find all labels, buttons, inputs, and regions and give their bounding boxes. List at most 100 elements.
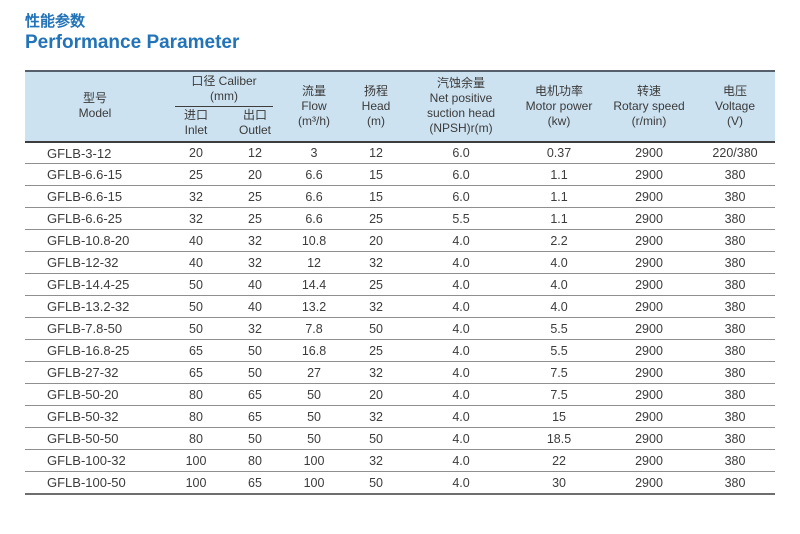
cell-npsh: 6.0 <box>407 185 516 209</box>
cell-motor-power: 7.5 <box>515 361 604 385</box>
cell-motor-power: 5.5 <box>515 317 604 341</box>
cell-voltage: 380 <box>695 361 776 385</box>
cell-flow: 27 <box>283 361 346 385</box>
col-header-caliber: 口径 Caliber (mm) <box>165 70 284 107</box>
cell-head: 50 <box>345 471 408 495</box>
table-row: GFLB-6.6-15 32 25 6.6 15 6.0 1.1 2900 38… <box>25 185 776 209</box>
cell-rotary-speed: 2900 <box>603 339 696 363</box>
cell-npsh: 4.0 <box>407 449 516 473</box>
cell-flow: 50 <box>283 405 346 429</box>
cell-flow: 6.6 <box>283 163 346 187</box>
table-row: GFLB-7.8-50 50 32 7.8 50 4.0 5.5 2900 38… <box>25 317 776 341</box>
cell-flow: 50 <box>283 427 346 451</box>
cell-inlet: 32 <box>165 207 227 231</box>
cell-outlet: 80 <box>227 449 284 473</box>
cell-rotary-speed: 2900 <box>603 405 696 429</box>
table-row: GFLB-14.4-25 50 40 14.4 25 4.0 4.0 2900 … <box>25 273 776 297</box>
col-header-model: 型号 Model <box>25 70 165 143</box>
cell-npsh: 4.0 <box>407 383 516 407</box>
table-header: 型号 Model 口径 Caliber (mm) 流量 Flow (m³/h) … <box>25 70 776 143</box>
cell-model: GFLB-10.8-20 <box>25 229 165 253</box>
cell-npsh: 4.0 <box>407 405 516 429</box>
cell-motor-power: 5.5 <box>515 339 604 363</box>
cell-outlet: 32 <box>227 317 284 341</box>
cell-inlet: 25 <box>165 163 227 187</box>
cell-rotary-speed: 2900 <box>603 207 696 231</box>
cell-inlet: 40 <box>165 251 227 275</box>
cell-model: GFLB-6.6-15 <box>25 163 165 187</box>
cell-inlet: 65 <box>165 339 227 363</box>
cell-rotary-speed: 2900 <box>603 295 696 319</box>
cell-rotary-speed: 2900 <box>603 229 696 253</box>
table-row: GFLB-3-12 20 12 3 12 6.0 0.37 2900 220/3… <box>25 141 776 165</box>
table-row: GFLB-16.8-25 65 50 16.8 25 4.0 5.5 2900 … <box>25 339 776 363</box>
table-row: GFLB-10.8-20 40 32 10.8 20 4.0 2.2 2900 … <box>25 229 776 253</box>
cell-motor-power: 0.37 <box>515 141 604 165</box>
cell-head: 32 <box>345 405 408 429</box>
cell-flow: 6.6 <box>283 185 346 209</box>
cell-voltage: 380 <box>695 163 776 187</box>
cell-inlet: 100 <box>165 449 227 473</box>
cell-rotary-speed: 2900 <box>603 361 696 385</box>
cell-outlet: 32 <box>227 229 284 253</box>
cell-motor-power: 1.1 <box>515 207 604 231</box>
table-row: GFLB-6.6-25 32 25 6.6 25 5.5 1.1 2900 38… <box>25 207 776 231</box>
cell-outlet: 32 <box>227 251 284 275</box>
cell-head: 25 <box>345 273 408 297</box>
cell-npsh: 5.5 <box>407 207 516 231</box>
cell-voltage: 380 <box>695 427 776 451</box>
cell-rotary-speed: 2900 <box>603 141 696 165</box>
cell-outlet: 65 <box>227 383 284 407</box>
col-header-flow: 流量 Flow (m³/h) <box>283 70 346 143</box>
cell-motor-power: 7.5 <box>515 383 604 407</box>
cell-voltage: 380 <box>695 185 776 209</box>
table-row: GFLB-100-50 100 65 100 50 4.0 30 2900 38… <box>25 471 776 495</box>
cell-motor-power: 22 <box>515 449 604 473</box>
cell-head: 50 <box>345 427 408 451</box>
cell-flow: 12 <box>283 251 346 275</box>
cell-outlet: 20 <box>227 163 284 187</box>
cell-voltage: 380 <box>695 229 776 253</box>
cell-motor-power: 18.5 <box>515 427 604 451</box>
cell-inlet: 100 <box>165 471 227 495</box>
cell-inlet: 50 <box>165 295 227 319</box>
cell-rotary-speed: 2900 <box>603 317 696 341</box>
cell-motor-power: 4.0 <box>515 251 604 275</box>
cell-rotary-speed: 2900 <box>603 163 696 187</box>
cell-motor-power: 1.1 <box>515 163 604 187</box>
cell-voltage: 380 <box>695 273 776 297</box>
cell-motor-power: 4.0 <box>515 295 604 319</box>
cell-voltage: 380 <box>695 317 776 341</box>
cell-voltage: 380 <box>695 251 776 275</box>
cell-flow: 100 <box>283 471 346 495</box>
table-row: GFLB-50-50 80 50 50 50 4.0 18.5 2900 380 <box>25 427 776 451</box>
cell-npsh: 6.0 <box>407 141 516 165</box>
cell-voltage: 380 <box>695 383 776 407</box>
cell-head: 15 <box>345 185 408 209</box>
cell-npsh: 4.0 <box>407 229 516 253</box>
cell-rotary-speed: 2900 <box>603 449 696 473</box>
cell-voltage: 380 <box>695 207 776 231</box>
cell-motor-power: 4.0 <box>515 273 604 297</box>
col-header-inlet: 进口 Inlet <box>165 106 227 143</box>
cell-inlet: 50 <box>165 273 227 297</box>
cell-motor-power: 30 <box>515 471 604 495</box>
cell-outlet: 50 <box>227 427 284 451</box>
table-row: GFLB-27-32 65 50 27 32 4.0 7.5 2900 380 <box>25 361 776 385</box>
table-row: GFLB-12-32 40 32 12 32 4.0 4.0 2900 380 <box>25 251 776 275</box>
cell-head: 32 <box>345 361 408 385</box>
cell-model: GFLB-50-50 <box>25 427 165 451</box>
cell-rotary-speed: 2900 <box>603 185 696 209</box>
col-header-npsh: 汽蚀余量 Net positive suction head (NPSH)r(m… <box>407 70 516 143</box>
cell-head: 25 <box>345 207 408 231</box>
cell-head: 50 <box>345 317 408 341</box>
cell-model: GFLB-7.8-50 <box>25 317 165 341</box>
page: 性能参数 Performance Parameter 型号 Model 口径 <box>25 13 776 495</box>
cell-outlet: 40 <box>227 273 284 297</box>
cell-npsh: 6.0 <box>407 163 516 187</box>
performance-parameter-table: 型号 Model 口径 Caliber (mm) 流量 Flow (m³/h) … <box>25 69 776 495</box>
page-title-zh: 性能参数 <box>25 13 86 30</box>
cell-outlet: 65 <box>227 405 284 429</box>
cell-outlet: 40 <box>227 295 284 319</box>
cell-motor-power: 1.1 <box>515 185 604 209</box>
